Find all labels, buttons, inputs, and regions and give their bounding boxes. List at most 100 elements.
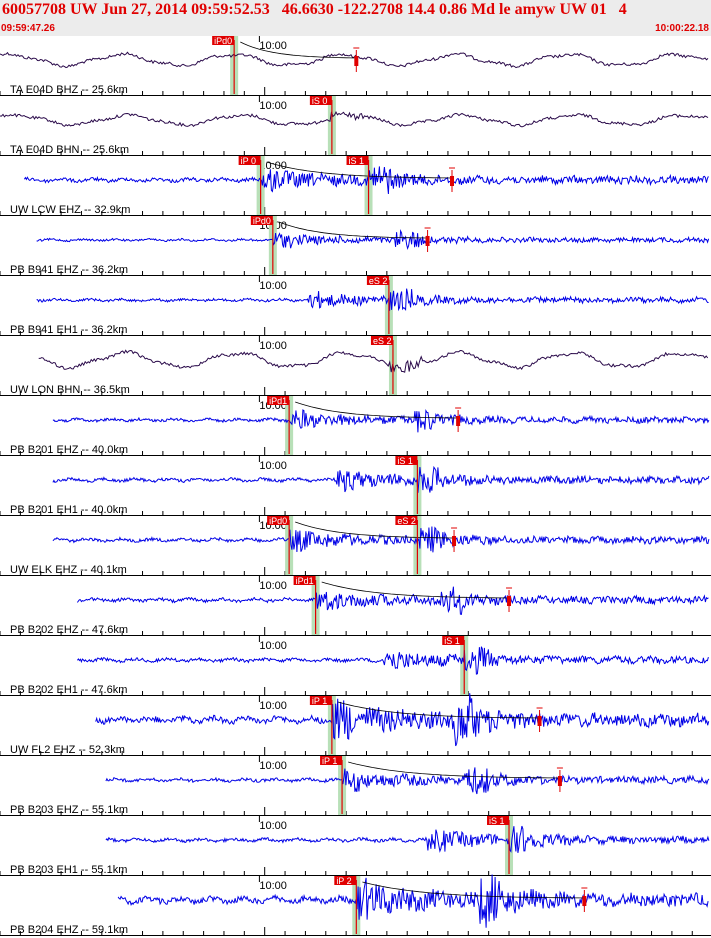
pick-label: eS 2 — [397, 516, 416, 526]
pick-label: eS 2 — [373, 336, 392, 346]
trace-row: 10:00 iS 1 PB B201 EH1 -- 40.0km — [0, 456, 711, 516]
waveform — [52, 465, 710, 493]
pick-label: iS 0 — [312, 96, 328, 106]
tick-label: 10:00 — [259, 640, 287, 652]
coda-curve — [348, 761, 560, 779]
station-label: PB B203 EH1 -- 55.1km — [10, 864, 127, 876]
seismogram-panel[interactable]: 10:00 iPd0 TA E04D BHZ -- 25.6km 10:00 iS 0 T… — [0, 36, 711, 938]
coda-curve — [337, 701, 538, 719]
pick-label: iPd0 — [253, 216, 271, 226]
waveform — [117, 874, 709, 928]
tick-label: 10:00 — [259, 820, 287, 832]
trace-row: 10:00 iP 1 UW FL2 EHZ -- 52.3km — [0, 693, 711, 756]
waveform — [52, 409, 710, 433]
tick-label: 10:00 — [259, 580, 287, 592]
station-label: PB B941 EHZ -- 36.2km — [10, 264, 128, 276]
station-label: PB B204 EHZ -- 59.1km — [10, 924, 128, 936]
coda-marker — [557, 776, 562, 786]
trace-row: 10:00 iS 1 PB B203 EH1 -- 55.1km — [0, 816, 711, 876]
coda-marker — [354, 56, 359, 66]
pick-label: iS 1 — [444, 636, 460, 646]
trace-row: 10:00 iS 1 PB B202 EH1 -- 47.6km — [0, 636, 711, 696]
trace-row: 10:00 eS 2 UW LON BHN -- 36.5km — [0, 336, 711, 396]
pick-label: iS 1 — [349, 156, 365, 166]
station-label: PB B202 EH1 -- 47.6km — [10, 684, 127, 696]
pick-box — [293, 576, 316, 585]
station-label: PB B203 EHZ -- 55.1km — [10, 804, 128, 816]
coda-curve — [362, 881, 583, 899]
tick-label: 10:00 — [259, 700, 287, 712]
coda-marker — [450, 176, 455, 186]
pick-box — [395, 456, 418, 465]
tick-label: 10:00 — [259, 280, 287, 292]
tick-label: 10:00 — [259, 160, 287, 172]
waveform — [38, 349, 709, 373]
coda-curve — [295, 401, 459, 419]
coda-curve — [321, 581, 509, 599]
window-end-time: 10:00:22.18 — [655, 23, 709, 34]
waveform — [23, 166, 709, 195]
pick-label: eS 2 — [369, 276, 388, 286]
station-label: PB B202 EHZ -- 47.6km — [10, 624, 128, 636]
station-label: TA E04D BHN -- 25.6km — [10, 144, 129, 156]
pick-box — [320, 756, 343, 765]
coda-curve — [278, 221, 426, 239]
pick-box — [238, 156, 261, 165]
coda-marker — [507, 596, 512, 606]
pick-label: iPd1 — [296, 576, 314, 586]
tick-label: 10:00 — [259, 460, 287, 472]
station-label: UW LON BHN -- 36.5km — [10, 384, 130, 396]
waveform — [77, 646, 709, 675]
waveform — [36, 288, 709, 312]
station-label: UW FL2 EHZ -- 52.3km — [10, 744, 125, 756]
waveform — [36, 228, 710, 251]
event-title: 60057708 UW Jun 27, 2014 09:59:52.53 46.… — [2, 1, 627, 18]
coda-marker — [452, 536, 457, 546]
waveform — [105, 767, 710, 795]
pick-label: iP 1 — [312, 696, 327, 706]
trace-row: 10:00 iS 0 TA E04D BHN -- 25.6km — [0, 96, 711, 156]
pick-box — [267, 516, 290, 525]
pick-box — [267, 396, 290, 405]
coda-marker — [582, 896, 587, 906]
waveform — [76, 586, 709, 616]
coda-curve — [295, 521, 454, 539]
header-bar: 60057708 UW Jun 27, 2014 09:59:52.53 46.… — [0, 0, 711, 36]
coda-curve — [240, 41, 355, 59]
trace-row: 10:00iPd0PB B941 EHZ -- 36.2km — [0, 216, 711, 276]
pick-box — [309, 96, 332, 105]
station-label: PB B941 EH1 -- 36.2km — [10, 324, 127, 336]
pick-label: iPd0 — [269, 516, 287, 526]
waveform — [0, 111, 709, 128]
pick-box — [395, 516, 418, 525]
coda-curve — [266, 161, 451, 179]
pick-box — [334, 876, 357, 885]
waveform — [105, 825, 710, 853]
coda-marker — [456, 416, 461, 426]
coda-marker — [425, 236, 430, 246]
trace-row: 10:00 iPd1 PB B202 EHZ -- 47.6km — [0, 576, 711, 636]
station-label: TA E04D BHZ -- 25.6km — [10, 84, 128, 96]
tick-label: 10:00 — [259, 40, 287, 52]
pick-label: iPd1 — [269, 396, 287, 406]
station-label: UW ELK EHZ -- 40.1km — [10, 564, 127, 576]
tick-label: 10:00 — [259, 760, 287, 772]
pick-label: iPd0 — [214, 36, 232, 46]
trace-row: 10:00 eS 2 PB B941 EH1 -- 36.2km — [0, 276, 711, 336]
station-label: PB B201 EH1 -- 40.0km — [10, 504, 127, 516]
pick-box — [370, 336, 393, 345]
station-label: UW LCW EHZ -- 32.9km — [10, 204, 130, 216]
pick-box — [487, 816, 510, 825]
pick-box — [309, 696, 332, 705]
tick-label: 10:00 — [259, 100, 287, 112]
pick-box — [346, 156, 369, 165]
station-label: PB B201 EHZ -- 40.0km — [10, 444, 128, 456]
tick-label: 10:00 — [259, 880, 287, 892]
window-start-time: 09:59:47.26 — [1, 23, 55, 34]
pick-label: iS 1 — [397, 456, 413, 466]
coda-marker — [537, 716, 542, 726]
waveform — [95, 693, 710, 747]
waveform — [52, 526, 710, 553]
